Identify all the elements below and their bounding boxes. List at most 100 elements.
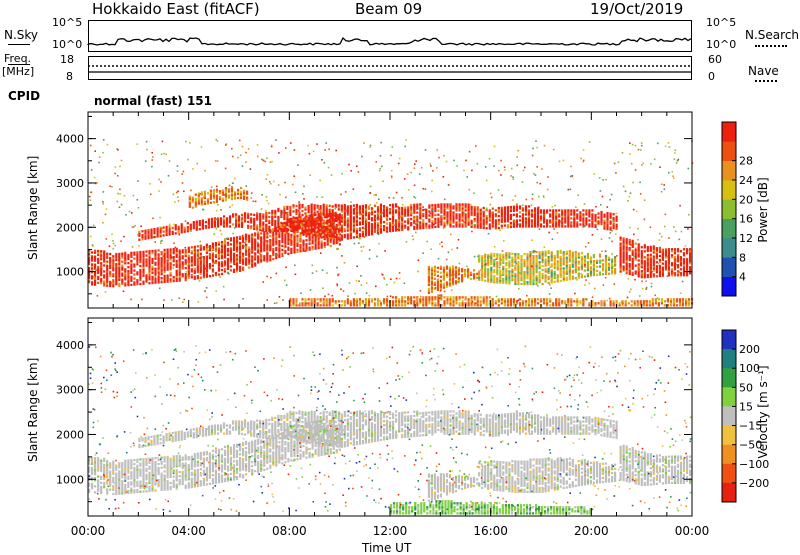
data-speck [406,241,408,243]
data-cell [304,304,306,306]
data-cell [121,269,123,271]
data-cell [205,225,207,227]
data-cell [486,302,488,304]
data-cell [652,304,654,306]
data-cell [182,263,184,265]
data-speck [232,204,234,206]
data-cell [520,275,522,277]
data-cell [582,213,584,215]
data-cell [167,255,169,257]
data-cell [653,245,655,247]
data-speck [243,246,245,248]
data-cell [557,264,559,266]
data-speck [541,213,543,215]
data-cell [290,248,292,250]
data-speck [162,255,164,257]
data-cell [245,248,247,250]
data-cell [434,284,436,286]
data-cell [563,253,565,255]
data-speck [547,271,549,273]
data-cell [106,279,108,281]
data-cell [498,304,500,306]
data-cell [292,300,294,302]
data-speck [124,252,126,254]
data-cell [161,263,163,265]
data-cell [142,251,144,253]
data-speck [168,175,170,177]
data-speck [599,177,601,179]
data-cell [167,267,169,269]
data-cell [446,215,448,217]
data-cell [505,272,507,274]
data-cell [154,256,156,258]
data-cell [280,230,282,232]
data-cell [286,208,288,210]
data-cell [440,223,442,225]
data-speck [510,175,512,177]
data-cell [552,217,554,219]
data-cell [578,263,580,265]
data-speck [602,196,604,198]
data-cell [611,270,613,272]
data-cell [428,204,430,206]
data-cell [309,215,311,217]
data-cell [511,263,513,265]
data-speck [520,272,522,274]
data-cell [148,274,150,276]
data-cell [350,217,352,219]
data-cell [620,265,622,267]
data-cell [501,213,503,215]
data-cell [504,216,506,218]
data-cell [329,237,331,239]
data-speck [160,181,162,183]
data-cell [416,302,418,304]
data-cell [236,254,238,256]
data-speck [278,184,280,186]
data-cell [477,222,479,224]
data-cell [187,226,189,228]
data-cell [115,275,117,277]
data-cell [371,229,373,231]
data-cell [551,257,553,259]
data-cell [353,216,355,218]
data-cell [329,229,331,231]
data-cell [374,302,376,304]
data-cell [513,206,515,208]
data-speck [378,218,380,220]
data-cell [196,227,198,229]
data-cell [206,274,208,276]
data-cell [543,217,545,219]
data-cell [221,265,223,267]
data-cell [392,206,394,208]
data-cell [522,223,524,225]
data-cell [462,225,464,227]
data-cell [263,257,265,259]
data-cell [160,231,162,233]
data-cell [380,206,382,208]
data-cell [443,287,445,289]
data-cell [492,302,494,304]
data-cell [103,256,105,258]
data-cell [626,258,628,260]
data-cell [490,281,492,283]
data-cell [191,256,193,258]
data-cell [462,223,464,225]
data-cell [94,258,96,260]
data-cell [170,268,172,270]
data-cell [141,230,143,232]
data-cell [502,270,504,272]
data-cell [511,261,513,263]
data-cell [151,280,153,282]
data-cell [112,261,114,263]
data-cell [329,205,331,207]
data-cell [443,283,445,285]
data-cell [668,256,670,258]
data-speck [203,197,205,199]
data-cell [428,206,430,208]
data-cell [588,225,590,227]
data-cell [545,250,547,252]
data-speck [656,302,658,304]
data-cell [440,284,442,286]
data-speck [679,205,681,207]
data-cell [188,277,190,279]
